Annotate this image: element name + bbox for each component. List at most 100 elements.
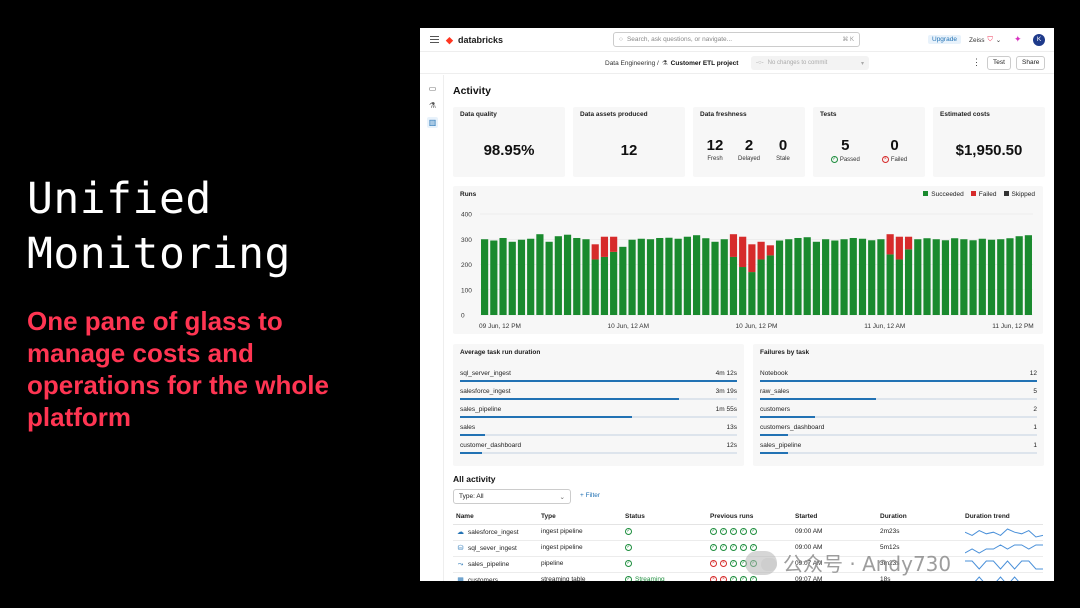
- bar-succeeded[interactable]: [932, 239, 940, 315]
- row-name[interactable]: sales_pipeline: [468, 561, 510, 568]
- bar-succeeded[interactable]: [941, 240, 950, 315]
- bar-succeeded[interactable]: [840, 239, 848, 315]
- bar-succeeded[interactable]: [490, 240, 498, 315]
- bar-succeeded[interactable]: [554, 236, 562, 315]
- bar-failed[interactable]: [729, 234, 738, 257]
- failure-row[interactable]: raw_sales 5: [760, 388, 1037, 406]
- search-input[interactable]: ○ Search, ask questions, or navigate... …: [613, 32, 860, 47]
- bar-succeeded[interactable]: [849, 237, 857, 315]
- bar-succeeded[interactable]: [822, 239, 830, 315]
- bar-succeeded[interactable]: [785, 239, 793, 315]
- bar-failed[interactable]: [600, 236, 609, 257]
- bar-succeeded[interactable]: [665, 237, 673, 315]
- bar-failed[interactable]: [895, 236, 903, 260]
- failure-row[interactable]: customers_dashboard 1: [760, 424, 1037, 442]
- test-button[interactable]: Test: [987, 56, 1011, 70]
- bar-succeeded[interactable]: [969, 240, 977, 315]
- bar-succeeded[interactable]: [619, 246, 627, 315]
- column-header-type[interactable]: Type: [541, 513, 556, 520]
- bar-succeeded[interactable]: [656, 237, 664, 315]
- duration-row[interactable]: sales_pipeline 1m 55s: [460, 406, 737, 424]
- bar-succeeded[interactable]: [729, 256, 738, 315]
- x-circle-icon[interactable]: ×: [720, 560, 727, 567]
- table-row[interactable]: ▦ customers streaming table ✓ Streaming × × ✓ ✓ ✓…: [453, 573, 1043, 581]
- legend-item-succeeded[interactable]: Succeeded: [923, 191, 964, 198]
- bar-succeeded[interactable]: [812, 241, 821, 315]
- bar-succeeded[interactable]: [895, 259, 903, 315]
- failure-row[interactable]: sales_pipeline 1: [760, 442, 1037, 460]
- bar-succeeded[interactable]: [904, 249, 913, 315]
- assistant-sparkle-icon[interactable]: ✦: [1014, 34, 1022, 44]
- bar-succeeded[interactable]: [527, 238, 535, 315]
- bar-succeeded[interactable]: [877, 239, 885, 315]
- bar-succeeded[interactable]: [600, 256, 609, 315]
- check-circle-icon[interactable]: ✓: [710, 544, 717, 551]
- bar-succeeded[interactable]: [960, 239, 968, 315]
- bar-failed[interactable]: [739, 236, 747, 268]
- check-circle-icon[interactable]: ✓: [730, 560, 737, 567]
- check-circle-icon[interactable]: ✓: [720, 544, 727, 551]
- bar-succeeded[interactable]: [720, 239, 728, 315]
- bar-succeeded[interactable]: [978, 238, 986, 315]
- bar-succeeded[interactable]: [499, 237, 507, 315]
- bar-succeeded[interactable]: [683, 236, 691, 315]
- breadcrumb-parent[interactable]: Data Engineering /: [605, 59, 659, 67]
- column-header-name[interactable]: Name: [456, 513, 474, 520]
- bar-succeeded[interactable]: [775, 240, 784, 315]
- bar-failed[interactable]: [766, 245, 774, 256]
- bar-succeeded[interactable]: [637, 238, 645, 315]
- x-circle-icon[interactable]: ×: [710, 560, 717, 567]
- bar-succeeded[interactable]: [536, 234, 544, 315]
- bar-succeeded[interactable]: [951, 238, 959, 315]
- bar-succeeded[interactable]: [481, 239, 489, 315]
- column-header-duration-trend[interactable]: Duration trend: [965, 513, 1010, 520]
- row-name[interactable]: sql_sever_ingest: [468, 545, 517, 552]
- legend-item-skipped[interactable]: Skipped: [1003, 191, 1035, 198]
- check-circle-icon[interactable]: ✓: [710, 528, 717, 535]
- flask-icon[interactable]: ⚗: [428, 101, 437, 110]
- duration-row[interactable]: salesforce_ingest 3m 19s: [460, 388, 737, 406]
- bar-succeeded[interactable]: [517, 239, 526, 315]
- bar-succeeded[interactable]: [748, 272, 756, 315]
- folder-icon[interactable]: ▭: [428, 84, 437, 93]
- bar-succeeded[interactable]: [1006, 238, 1014, 315]
- bar-succeeded[interactable]: [610, 251, 618, 315]
- duration-row[interactable]: sql_server_ingest 4m 12s: [460, 370, 737, 388]
- bar-succeeded[interactable]: [739, 267, 747, 315]
- bar-failed[interactable]: [757, 241, 765, 260]
- type-filter-select[interactable]: Type: All ⌄: [453, 489, 571, 504]
- databricks-logo[interactable]: ◆ databricks: [446, 34, 503, 46]
- bar-succeeded[interactable]: [923, 238, 931, 315]
- row-name[interactable]: salesforce_ingest: [468, 529, 519, 536]
- check-circle-icon[interactable]: ✓: [740, 528, 747, 535]
- bar-failed[interactable]: [591, 244, 599, 260]
- bar-succeeded[interactable]: [886, 254, 894, 315]
- bar-succeeded[interactable]: [563, 234, 572, 315]
- bar-succeeded[interactable]: [914, 239, 922, 315]
- bar-failed[interactable]: [748, 244, 756, 273]
- bar-succeeded[interactable]: [702, 238, 710, 315]
- bar-succeeded[interactable]: [831, 240, 839, 315]
- bar-succeeded[interactable]: [582, 239, 590, 315]
- row-name[interactable]: customers: [468, 577, 498, 581]
- bar-succeeded[interactable]: [997, 239, 1005, 315]
- bar-failed[interactable]: [886, 234, 894, 255]
- duration-row[interactable]: sales 13s: [460, 424, 737, 442]
- check-circle-icon[interactable]: ✓: [750, 528, 757, 535]
- upgrade-button[interactable]: Upgrade: [928, 35, 961, 44]
- check-circle-icon[interactable]: ✓: [720, 528, 727, 535]
- avatar[interactable]: K: [1033, 34, 1045, 46]
- bar-succeeded[interactable]: [545, 241, 553, 315]
- bar-succeeded[interactable]: [1024, 235, 1032, 315]
- menu-icon[interactable]: [430, 36, 439, 43]
- duration-row[interactable]: customer_dashboard 12s: [460, 442, 737, 460]
- bar-failed[interactable]: [610, 236, 618, 252]
- bar-succeeded[interactable]: [508, 241, 516, 315]
- chart-icon[interactable]: ▥: [427, 117, 438, 128]
- failure-row[interactable]: Notebook 12: [760, 370, 1037, 388]
- bar-succeeded[interactable]: [757, 259, 765, 315]
- column-header-status[interactable]: Status: [625, 513, 645, 520]
- column-header-duration[interactable]: Duration: [880, 513, 907, 520]
- check-circle-icon[interactable]: ✓: [740, 576, 747, 581]
- bar-succeeded[interactable]: [794, 237, 802, 315]
